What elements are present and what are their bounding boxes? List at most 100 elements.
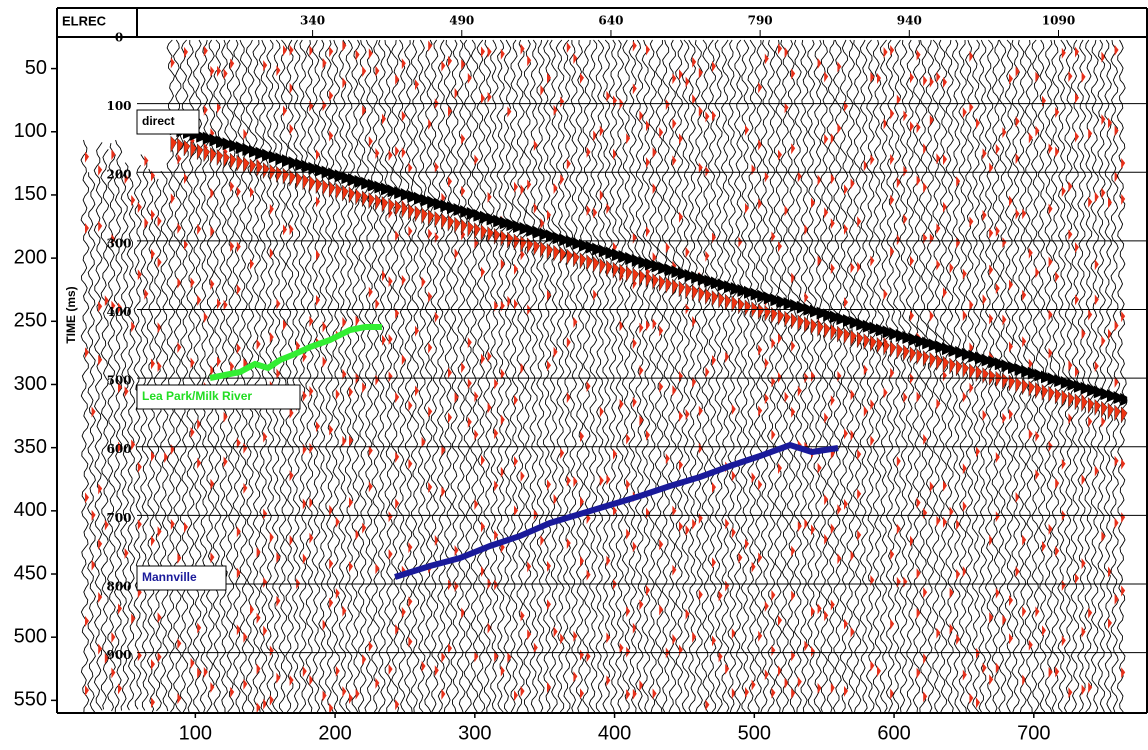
direct-peak (909, 333, 916, 346)
trough-fill (323, 100, 327, 111)
trough-fill (461, 186, 465, 197)
trough-fill (1115, 45, 1119, 56)
trough-fill (606, 632, 610, 643)
trough-fill (1055, 546, 1059, 557)
trough-fill (329, 90, 333, 101)
trough-fill (923, 508, 927, 519)
direct-peak (348, 173, 355, 186)
direct-peak (1100, 387, 1107, 400)
direct-trough (323, 179, 329, 195)
direct-peak (553, 231, 560, 244)
trace (299, 40, 311, 712)
trough-fill (679, 69, 683, 80)
trough-fill (672, 118, 676, 129)
trace (1117, 40, 1127, 712)
trough-fill (686, 77, 690, 88)
trough-fill (633, 41, 637, 52)
trough-fill (593, 289, 597, 300)
trough-fill (758, 345, 762, 356)
trough-fill (587, 381, 591, 392)
trough-fill (270, 532, 274, 543)
inner-tick-label: 400 (106, 305, 131, 319)
trough-fill (138, 462, 142, 473)
trace (1104, 40, 1114, 712)
trough-fill (1022, 336, 1026, 347)
trough-fill (884, 289, 888, 300)
trace (305, 40, 316, 712)
trace (1091, 40, 1102, 712)
direct-peak (355, 175, 362, 188)
trough-fill (732, 527, 736, 538)
trough-fill (897, 456, 901, 467)
trace (768, 40, 779, 712)
trough-fill (243, 129, 247, 140)
trough-fill (237, 187, 241, 198)
trough-fill (1095, 192, 1099, 203)
trough-fill (903, 577, 907, 588)
inner-tick-label: 500 (106, 374, 131, 388)
trough-fill (362, 66, 366, 77)
direct-trough (1049, 386, 1055, 402)
trough-fill (329, 46, 333, 57)
trace (523, 40, 534, 712)
trough-fill (712, 557, 716, 568)
direct-trough (230, 153, 236, 169)
trace (253, 40, 264, 712)
trace (952, 40, 964, 712)
trough-fill (587, 147, 591, 158)
trough-fill (263, 60, 267, 71)
y-tick-label: 300 (14, 373, 47, 395)
trough-fill (1115, 518, 1119, 529)
trough-fill (897, 577, 901, 588)
trough-fill (785, 392, 789, 403)
trace (411, 40, 422, 712)
trough-fill (567, 42, 571, 53)
trace (880, 40, 891, 712)
trough-fill (890, 45, 894, 56)
trough-fill (1088, 310, 1092, 321)
direct-trough (303, 174, 309, 190)
inner-tick-label: 200 (106, 168, 131, 182)
trough-fill (1075, 573, 1079, 584)
trough-fill (1101, 336, 1105, 347)
direct-trough (857, 332, 863, 348)
trough-fill (580, 73, 584, 84)
direct-trough (435, 211, 441, 227)
trough-fill (679, 645, 683, 656)
trough-fill (197, 224, 201, 235)
trough-fill (1022, 606, 1026, 617)
direct-trough (633, 268, 639, 284)
trough-fill (857, 449, 861, 460)
direct-trough (626, 266, 632, 282)
trough-fill (1101, 188, 1105, 199)
direct-peak (856, 318, 863, 331)
direct-peak (790, 299, 797, 312)
trough-fill (844, 224, 848, 235)
trough-fill (903, 214, 907, 225)
trough-fill (323, 321, 327, 332)
trough-fill (336, 588, 340, 599)
trough-fill (349, 561, 353, 572)
header-label: ELREC (62, 13, 107, 28)
trace (1111, 40, 1121, 712)
trough-fill (1068, 360, 1072, 371)
annotation: Mannville (142, 570, 197, 584)
trough-fill (316, 149, 320, 160)
direct-peak (256, 147, 263, 160)
trough-fill (474, 429, 478, 440)
trough-fill (554, 627, 558, 638)
trough-fill (798, 677, 802, 688)
trough-fill (573, 671, 577, 682)
trough-fill (158, 257, 162, 268)
direct-peak (711, 276, 718, 289)
trough-fill (303, 666, 307, 677)
direct-trough (441, 213, 447, 229)
trough-fill (930, 311, 934, 322)
x-tick-label: 400 (598, 722, 631, 744)
direct-trough (620, 264, 626, 280)
trace (754, 40, 765, 712)
trough-fill (837, 62, 841, 73)
trough-fill (969, 216, 973, 227)
trough-fill (917, 50, 921, 61)
direct-peak (632, 254, 639, 267)
